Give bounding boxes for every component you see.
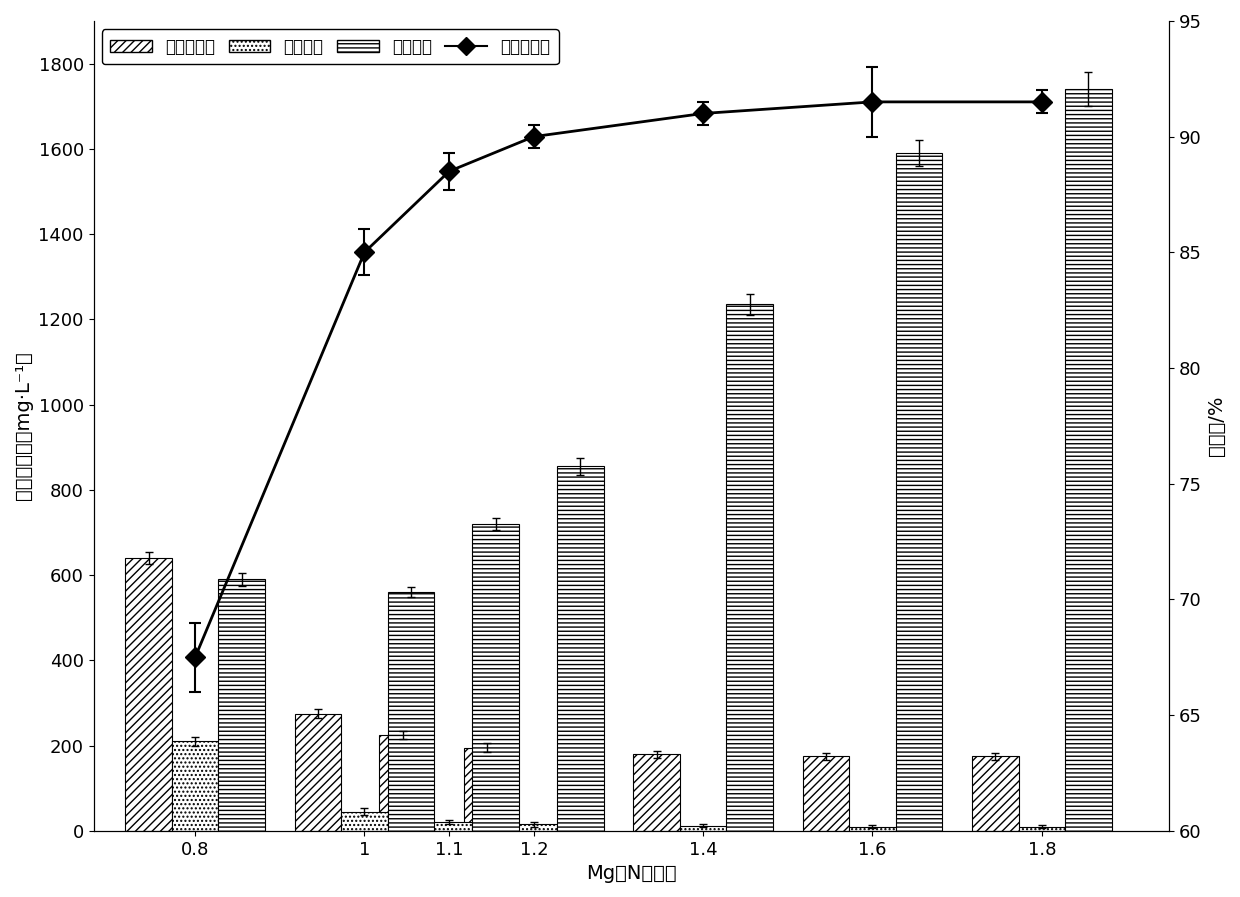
Bar [295,714,341,831]
Bar [125,558,172,831]
Y-axis label: 去除率/%: 去除率/% [1207,396,1226,456]
Bar [1018,826,1065,831]
Bar [557,466,604,831]
Bar [680,826,727,831]
Bar [802,756,849,831]
Bar [511,824,557,831]
X-axis label: Mg、N摩尔比: Mg、N摩尔比 [585,864,677,884]
Bar [172,741,218,831]
Bar [849,826,895,831]
Bar [472,524,520,831]
Bar [341,812,388,831]
Legend: 氨氮残留量, 磷残留量, 镁残留量, 氨氮去除率: 氨氮残留量, 磷残留量, 镁残留量, 氨氮去除率 [102,30,558,64]
Bar [464,748,511,831]
Bar [972,756,1018,831]
Bar [727,304,773,831]
Bar [379,735,425,831]
Bar [218,579,265,831]
Bar [895,153,942,831]
Bar [1065,89,1112,831]
Bar [634,754,680,831]
Bar [388,592,434,831]
Bar [425,823,472,831]
Y-axis label: 剩余浓度／（mg·L⁻¹）: 剩余浓度／（mg·L⁻¹） [14,352,33,501]
